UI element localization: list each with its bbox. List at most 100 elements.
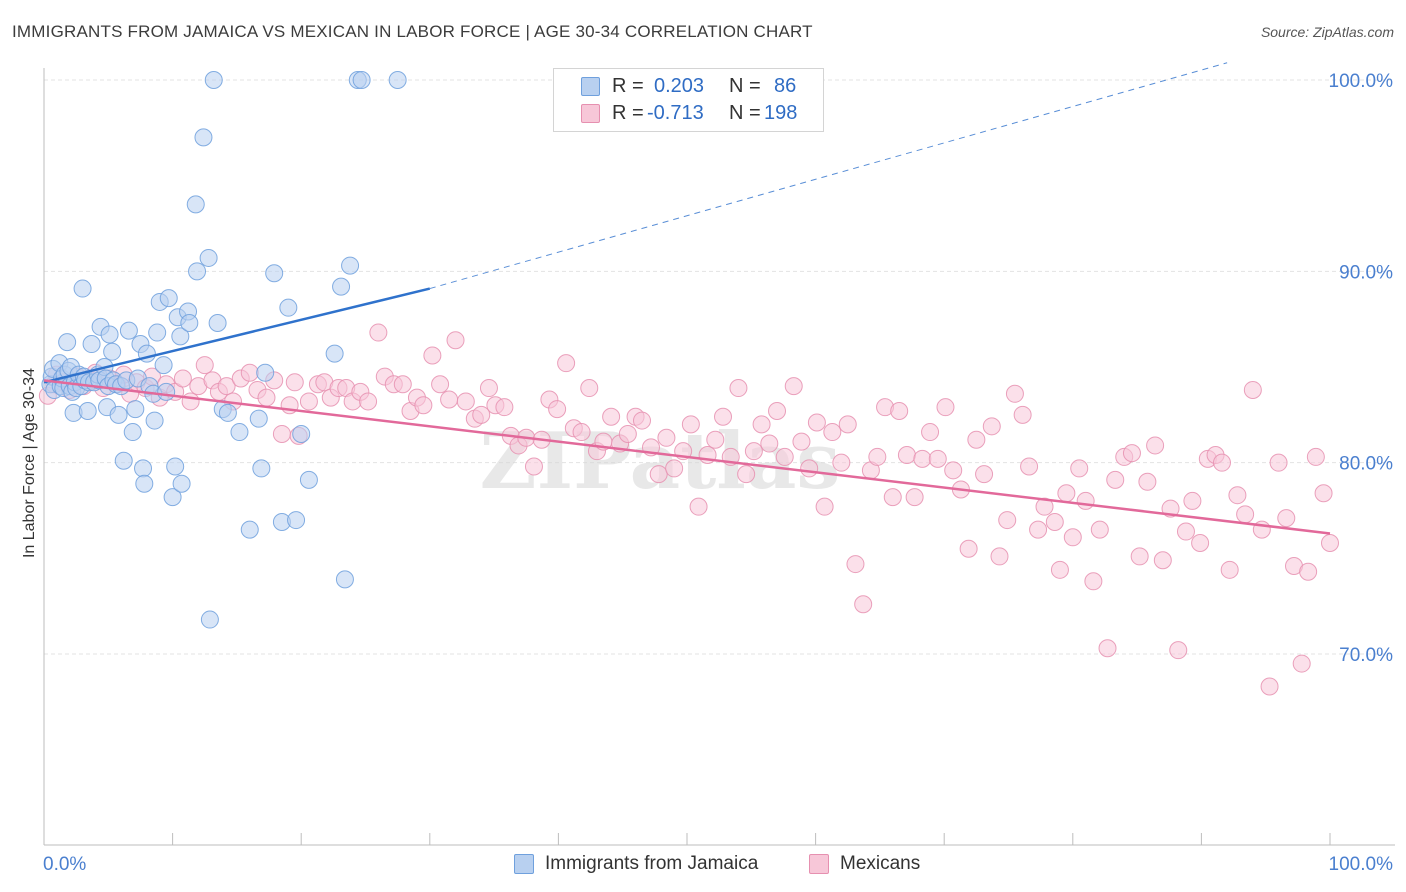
mexican-point bbox=[173, 369, 192, 388]
mexican-point bbox=[1013, 405, 1032, 424]
jamaica-point bbox=[109, 405, 128, 424]
mexican-point bbox=[240, 363, 259, 382]
mexican-point bbox=[737, 465, 756, 484]
jamaica-point bbox=[119, 321, 138, 340]
mexican-point bbox=[1260, 677, 1279, 696]
mexican-point bbox=[1306, 447, 1325, 466]
mexican-point bbox=[217, 377, 236, 396]
jamaica-point bbox=[199, 248, 218, 267]
jamaica-swatch bbox=[581, 77, 600, 96]
jamaica-point bbox=[78, 402, 97, 421]
mexican-point bbox=[775, 447, 794, 466]
r-label: R = bbox=[612, 102, 644, 124]
jamaica-point bbox=[352, 71, 371, 89]
mexican-point bbox=[752, 415, 771, 434]
mexican-point bbox=[1314, 484, 1333, 503]
y-tick-label: 100.0% bbox=[1329, 71, 1394, 92]
chart-title: IMMIGRANTS FROM JAMAICA VS MEXICAN IN LA… bbox=[12, 22, 813, 41]
mexican-point bbox=[524, 457, 543, 476]
jamaica-point bbox=[252, 459, 271, 478]
mexicans-legend-swatch bbox=[809, 854, 829, 874]
jamaica-point bbox=[100, 325, 119, 344]
mexican-point bbox=[792, 432, 811, 451]
mexican-point bbox=[883, 488, 902, 507]
mexican-point bbox=[1005, 384, 1024, 403]
mexican-point bbox=[472, 405, 491, 424]
jamaica-point bbox=[292, 424, 311, 443]
mexican-point bbox=[1122, 444, 1141, 463]
mexican-point bbox=[1176, 522, 1195, 541]
mexican-point bbox=[495, 398, 514, 417]
mexican-point bbox=[967, 430, 986, 449]
mexican-point bbox=[602, 407, 621, 426]
jamaica-point bbox=[335, 570, 354, 589]
jamaica-point bbox=[82, 335, 101, 354]
jamaica-point bbox=[279, 298, 298, 317]
mexican-point bbox=[548, 400, 567, 419]
mexican-point bbox=[890, 402, 909, 421]
mexican-point bbox=[854, 595, 873, 614]
mexican-point bbox=[440, 390, 459, 409]
jamaica-point bbox=[154, 356, 173, 375]
mexican-point bbox=[1029, 520, 1048, 539]
jamaica-trendline bbox=[43, 287, 431, 384]
jamaica-point bbox=[114, 451, 133, 470]
mexican-point bbox=[928, 449, 947, 468]
x-tick-label: 0.0% bbox=[43, 854, 86, 875]
mexican-point bbox=[1212, 453, 1231, 472]
jamaica-point bbox=[249, 409, 268, 428]
mexican-point bbox=[393, 375, 412, 394]
mexican-point bbox=[1045, 512, 1064, 531]
mexican-trendline bbox=[43, 379, 1331, 535]
mexican-point bbox=[913, 449, 932, 468]
mexican-point bbox=[257, 388, 276, 407]
y-tick-label: 80.0% bbox=[1339, 454, 1393, 475]
y-axis-label: In Labor Force | Age 30-34 bbox=[21, 368, 38, 558]
mexican-point bbox=[285, 373, 304, 392]
mexican-point bbox=[456, 392, 475, 411]
mexican-point bbox=[815, 497, 834, 516]
mexican-point bbox=[1243, 380, 1262, 399]
mexican-point bbox=[423, 346, 442, 365]
mexican-point bbox=[990, 547, 1009, 566]
mexican-point bbox=[729, 379, 748, 398]
jamaica-point bbox=[159, 289, 178, 308]
mexican-point bbox=[975, 465, 994, 484]
mexican-point bbox=[807, 413, 826, 432]
jamaica-point bbox=[145, 411, 164, 430]
mexican-point bbox=[832, 453, 851, 472]
mexican-point bbox=[1220, 560, 1239, 579]
mexican-point bbox=[1269, 453, 1288, 472]
mexican-point bbox=[905, 488, 924, 507]
mexican-point bbox=[1084, 572, 1103, 591]
mexican-point bbox=[1228, 486, 1247, 505]
mexican-point bbox=[649, 465, 668, 484]
jamaica-point bbox=[204, 71, 223, 89]
jamaica-trendline-extension bbox=[429, 62, 1228, 290]
jamaica-point bbox=[163, 488, 182, 507]
r-value: -0.713 bbox=[647, 102, 704, 124]
mexican-point bbox=[1277, 509, 1296, 528]
n-value: 86 bbox=[774, 75, 797, 97]
stats-row-jamaica: R = 0.203 N = 86 bbox=[554, 73, 823, 101]
mexican-point bbox=[1146, 436, 1165, 455]
r-value: 0.203 bbox=[654, 75, 705, 97]
x-tick-label: 100.0% bbox=[1329, 854, 1394, 875]
jamaica-point bbox=[332, 277, 351, 296]
mexican-point bbox=[1321, 534, 1339, 553]
mexican-point bbox=[784, 377, 803, 396]
mexican-point bbox=[431, 375, 450, 394]
jamaica-point bbox=[172, 474, 191, 493]
mexican-point bbox=[838, 415, 857, 434]
mexican-point bbox=[1236, 505, 1255, 524]
mexican-point bbox=[572, 423, 591, 442]
mexican-point bbox=[823, 423, 842, 442]
jamaica-point bbox=[148, 323, 167, 342]
n-value: 198 bbox=[764, 102, 798, 124]
mexican-point bbox=[1169, 641, 1188, 660]
mexican-point bbox=[944, 461, 963, 480]
mexican-point bbox=[1063, 528, 1082, 547]
mexican-point bbox=[1070, 459, 1089, 478]
jamaica-point bbox=[218, 403, 237, 422]
jamaica-point bbox=[287, 511, 306, 530]
